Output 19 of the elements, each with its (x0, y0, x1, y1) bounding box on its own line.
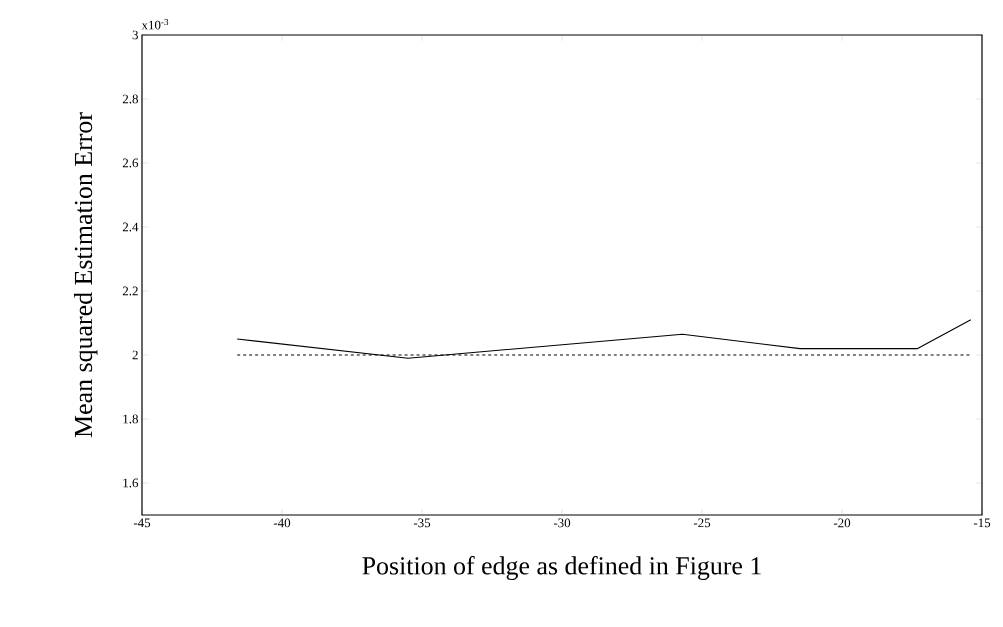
x-tick-label: -40 (273, 518, 291, 528)
x-tick-label: -35 (413, 518, 431, 528)
line-series (236, 319, 972, 359)
y-tick-label: 2.8 (122, 94, 138, 104)
y-tick-label: 2 (132, 350, 138, 360)
y-tick-label: 1.6 (123, 478, 139, 488)
y-tick-label: 2.4 (122, 222, 139, 232)
x-tick-label: -25 (693, 518, 711, 528)
x-tick-label: -20 (833, 518, 851, 528)
x-tick-label: -45 (133, 518, 151, 528)
y-tick-label: 2.2 (122, 286, 138, 296)
y-tick-label: 3 (132, 30, 138, 40)
y-tick-label: 1.8 (123, 414, 138, 424)
x-axis-title: Position of edge as defined in Figure 1 (362, 556, 761, 580)
x-tick-label: -30 (553, 518, 571, 528)
text: x10$^{-3}$ (141, 19, 169, 30)
y-axis-title: Mean squared Estimation Error (73, 112, 98, 438)
y-tick-label: 2.6 (122, 158, 139, 168)
x-tick-label: -15 (973, 518, 991, 528)
